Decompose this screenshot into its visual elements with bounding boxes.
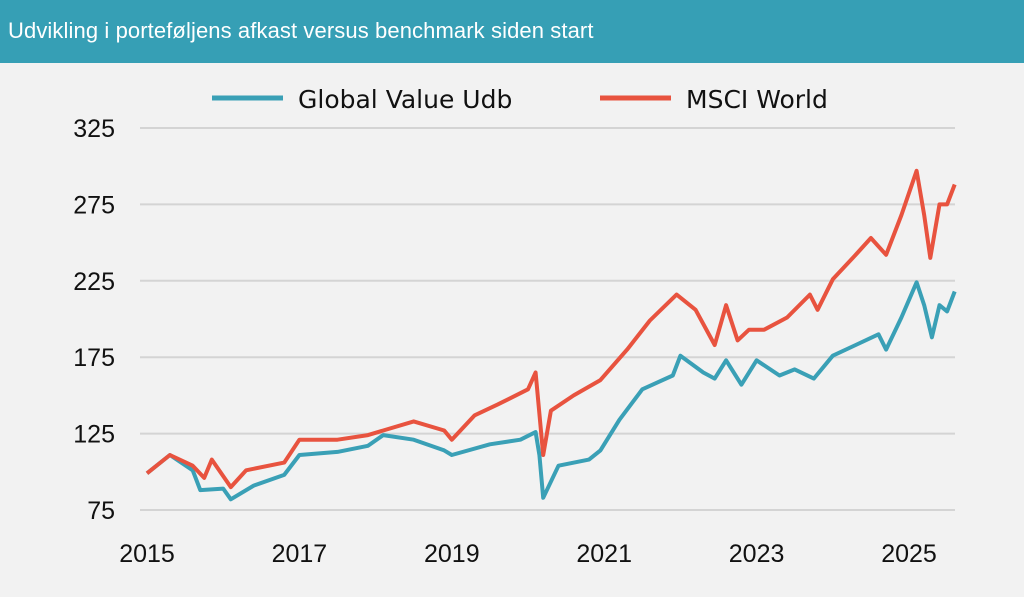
x-tick-label: 2019 (424, 540, 480, 568)
y-tick-label: 125 (73, 421, 115, 449)
header-bar: Udvikling i porteføljens afkast versus b… (0, 0, 1024, 63)
y-tick-label: 325 (73, 115, 115, 143)
y-tick-label: 175 (73, 344, 115, 372)
chart-title: Udvikling i porteføljens afkast versus b… (8, 18, 594, 43)
x-tick-label: 2023 (729, 540, 785, 568)
legend-label: Global Value Udb (298, 85, 512, 114)
series-line-global-value-udb (145, 280, 957, 502)
y-tick-label: 275 (73, 191, 115, 219)
x-tick-label: 2017 (272, 540, 328, 568)
x-tick-label: 2025 (881, 540, 937, 568)
x-tick-label: 2021 (576, 540, 632, 568)
y-tick-label: 75 (87, 497, 115, 525)
legend-label: MSCI World (686, 85, 828, 114)
x-tick-label: 2015 (119, 540, 175, 568)
y-tick-label: 225 (73, 268, 115, 296)
series-line-msci-world (145, 168, 957, 490)
